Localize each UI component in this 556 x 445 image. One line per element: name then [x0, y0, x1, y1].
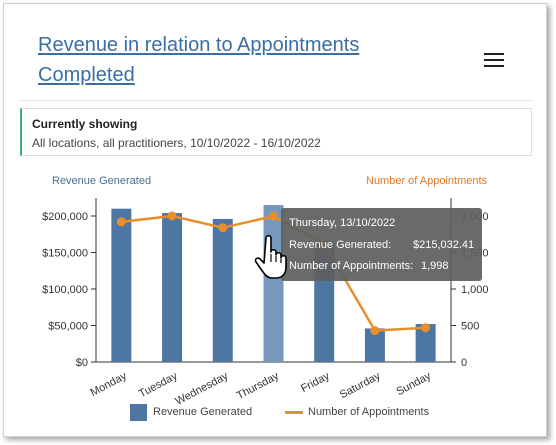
right-axis-title: Number of Appointments — [366, 175, 488, 187]
filter-description: All locations, all practitioners, 10/10/… — [32, 136, 321, 150]
x-tick-label: Tuesday — [137, 370, 180, 400]
tooltip-date: Thursday, 13/10/2022 — [289, 217, 396, 229]
x-tick-label: Monday — [89, 370, 130, 399]
chart-title-link[interactable]: Revenue in relation to Appointments Comp… — [38, 34, 360, 86]
appointments-point — [218, 223, 228, 233]
legend-label-appointments: Number of Appointments — [308, 406, 430, 418]
revenue-bar — [162, 213, 183, 362]
revenue-bar — [212, 218, 233, 362]
hamburger-menu-icon[interactable] — [484, 52, 506, 68]
hand-pointer-icon — [254, 234, 288, 285]
x-tick-label: Friday — [299, 370, 332, 395]
chart-tooltip: Thursday, 13/10/2022 Revenue Generated: … — [281, 208, 482, 281]
right-tick-label: 500 — [461, 321, 479, 333]
legend-swatch-appointments — [285, 411, 303, 414]
legend-label-revenue: Revenue Generated — [153, 406, 253, 418]
x-tick-label: Wednesday — [173, 370, 230, 408]
tooltip-appointments-value: 1,998 — [421, 260, 449, 272]
revenue-bar — [111, 208, 132, 362]
revenue-bar — [415, 324, 436, 362]
menu-bar-bottom — [484, 65, 504, 67]
left-tick-label: $150,000 — [42, 248, 88, 260]
appointments-point — [116, 217, 126, 227]
x-tick-label: Thursday — [235, 370, 282, 402]
appointments-point — [370, 326, 380, 336]
tooltip-revenue-label: Revenue Generated: — [289, 239, 392, 251]
left-tick-label: $200,000 — [42, 211, 88, 223]
tooltip-revenue-value: $215,032.41 — [413, 239, 475, 251]
filter-heading: Currently showing — [32, 117, 138, 131]
left-tick-label: $50,000 — [48, 321, 88, 333]
x-tick-label: Saturday — [338, 370, 383, 401]
menu-bar-middle — [484, 59, 504, 61]
left-tick-label: $100,000 — [42, 284, 88, 296]
filter-summary: Currently showing All locations, all pra… — [20, 108, 532, 156]
right-tick-label: 0 — [461, 357, 467, 369]
appointments-point — [269, 211, 278, 221]
appointments-point — [167, 211, 177, 221]
left-tick-label: $0 — [76, 357, 88, 369]
revenue-bar — [364, 328, 385, 362]
menu-bar-top — [484, 53, 504, 55]
divider — [20, 100, 532, 101]
tooltip-appointments-label: Number of Appointments: — [289, 260, 414, 272]
legend-swatch-revenue — [130, 404, 147, 421]
right-tick-label: 1,000 — [461, 284, 489, 296]
left-axis-title: Revenue Generated — [52, 175, 152, 187]
appointments-point — [421, 323, 431, 333]
x-tick-label: Sunday — [394, 370, 433, 398]
